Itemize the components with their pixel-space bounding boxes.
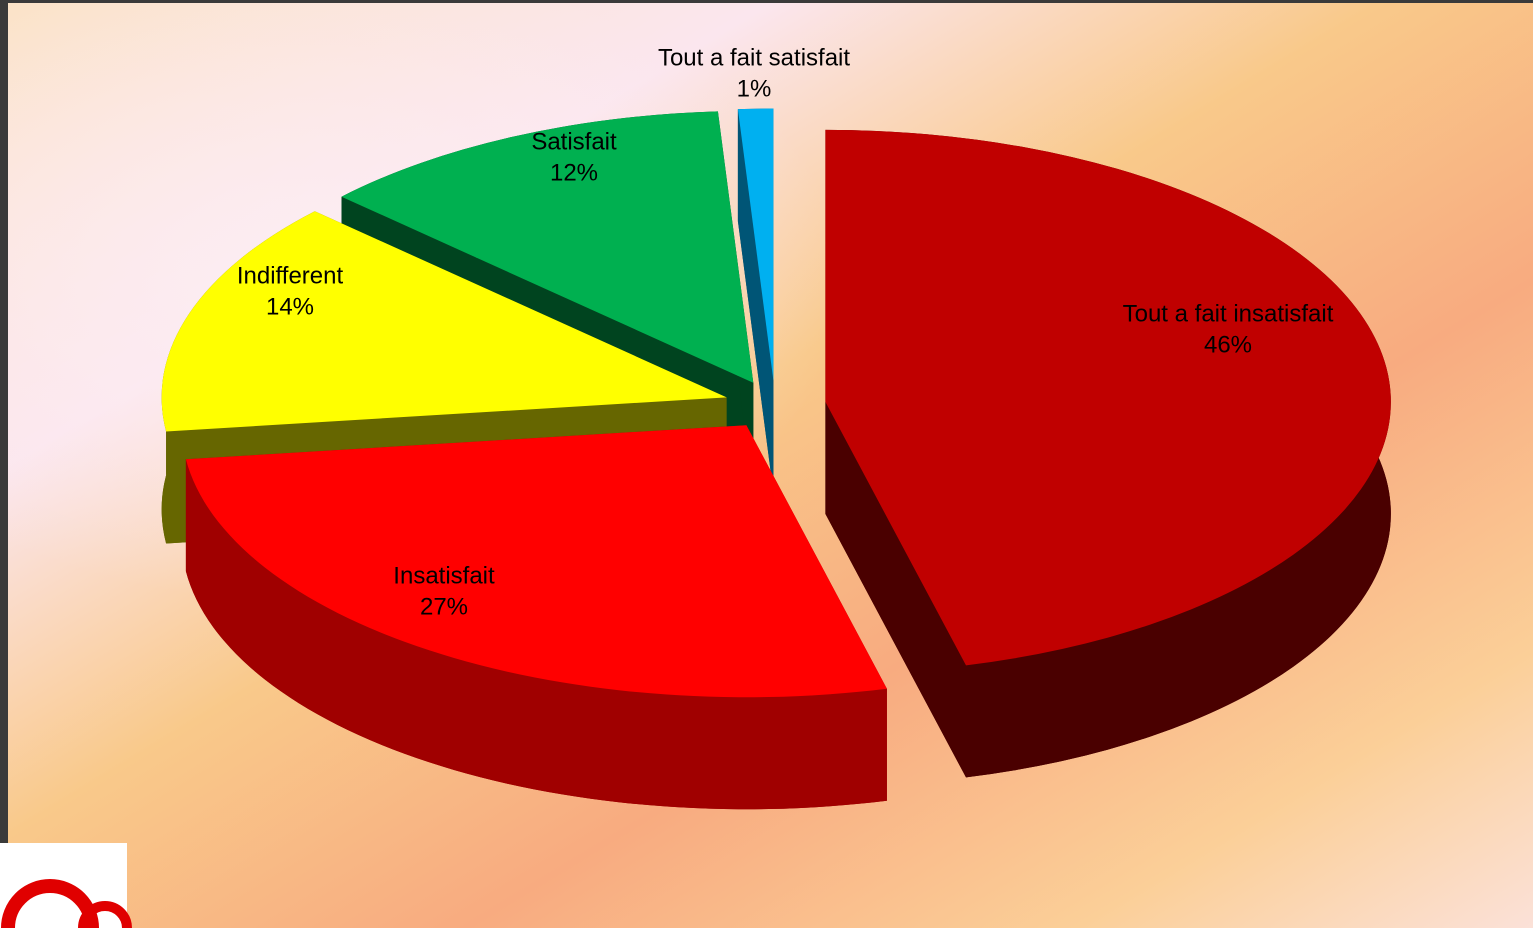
slice-cut-face (825, 401, 966, 778)
pie-slice (185, 425, 887, 810)
slice-label: Tout a fait insatisfait (1123, 300, 1334, 327)
slice-label: Tout a fait satisfait (658, 44, 850, 71)
slice-top (737, 108, 774, 381)
slice-value-label: 46% (1204, 331, 1252, 358)
slice-label: Insatisfait (393, 562, 495, 589)
slice-outer-wall (185, 459, 887, 810)
pie (161, 108, 1391, 810)
slice-value-label: 27% (420, 593, 468, 620)
slice-top (185, 425, 887, 698)
slice-cut-face (737, 109, 774, 493)
logo (0, 843, 132, 928)
slice-label: Satisfait (531, 128, 617, 155)
slice-value-label: 1% (737, 75, 772, 102)
slice-top (161, 211, 727, 432)
slice-label: Indifferent (237, 262, 344, 289)
pie-slice (825, 129, 1391, 778)
slice-top (341, 111, 754, 383)
slice-value-label: 14% (266, 293, 314, 320)
slice-value-label: 12% (550, 159, 598, 186)
slice-top (825, 129, 1391, 666)
pie-slice (737, 108, 774, 493)
labels: Tout a fait insatisfait 46% Insatisfait 27%… (237, 44, 1334, 620)
